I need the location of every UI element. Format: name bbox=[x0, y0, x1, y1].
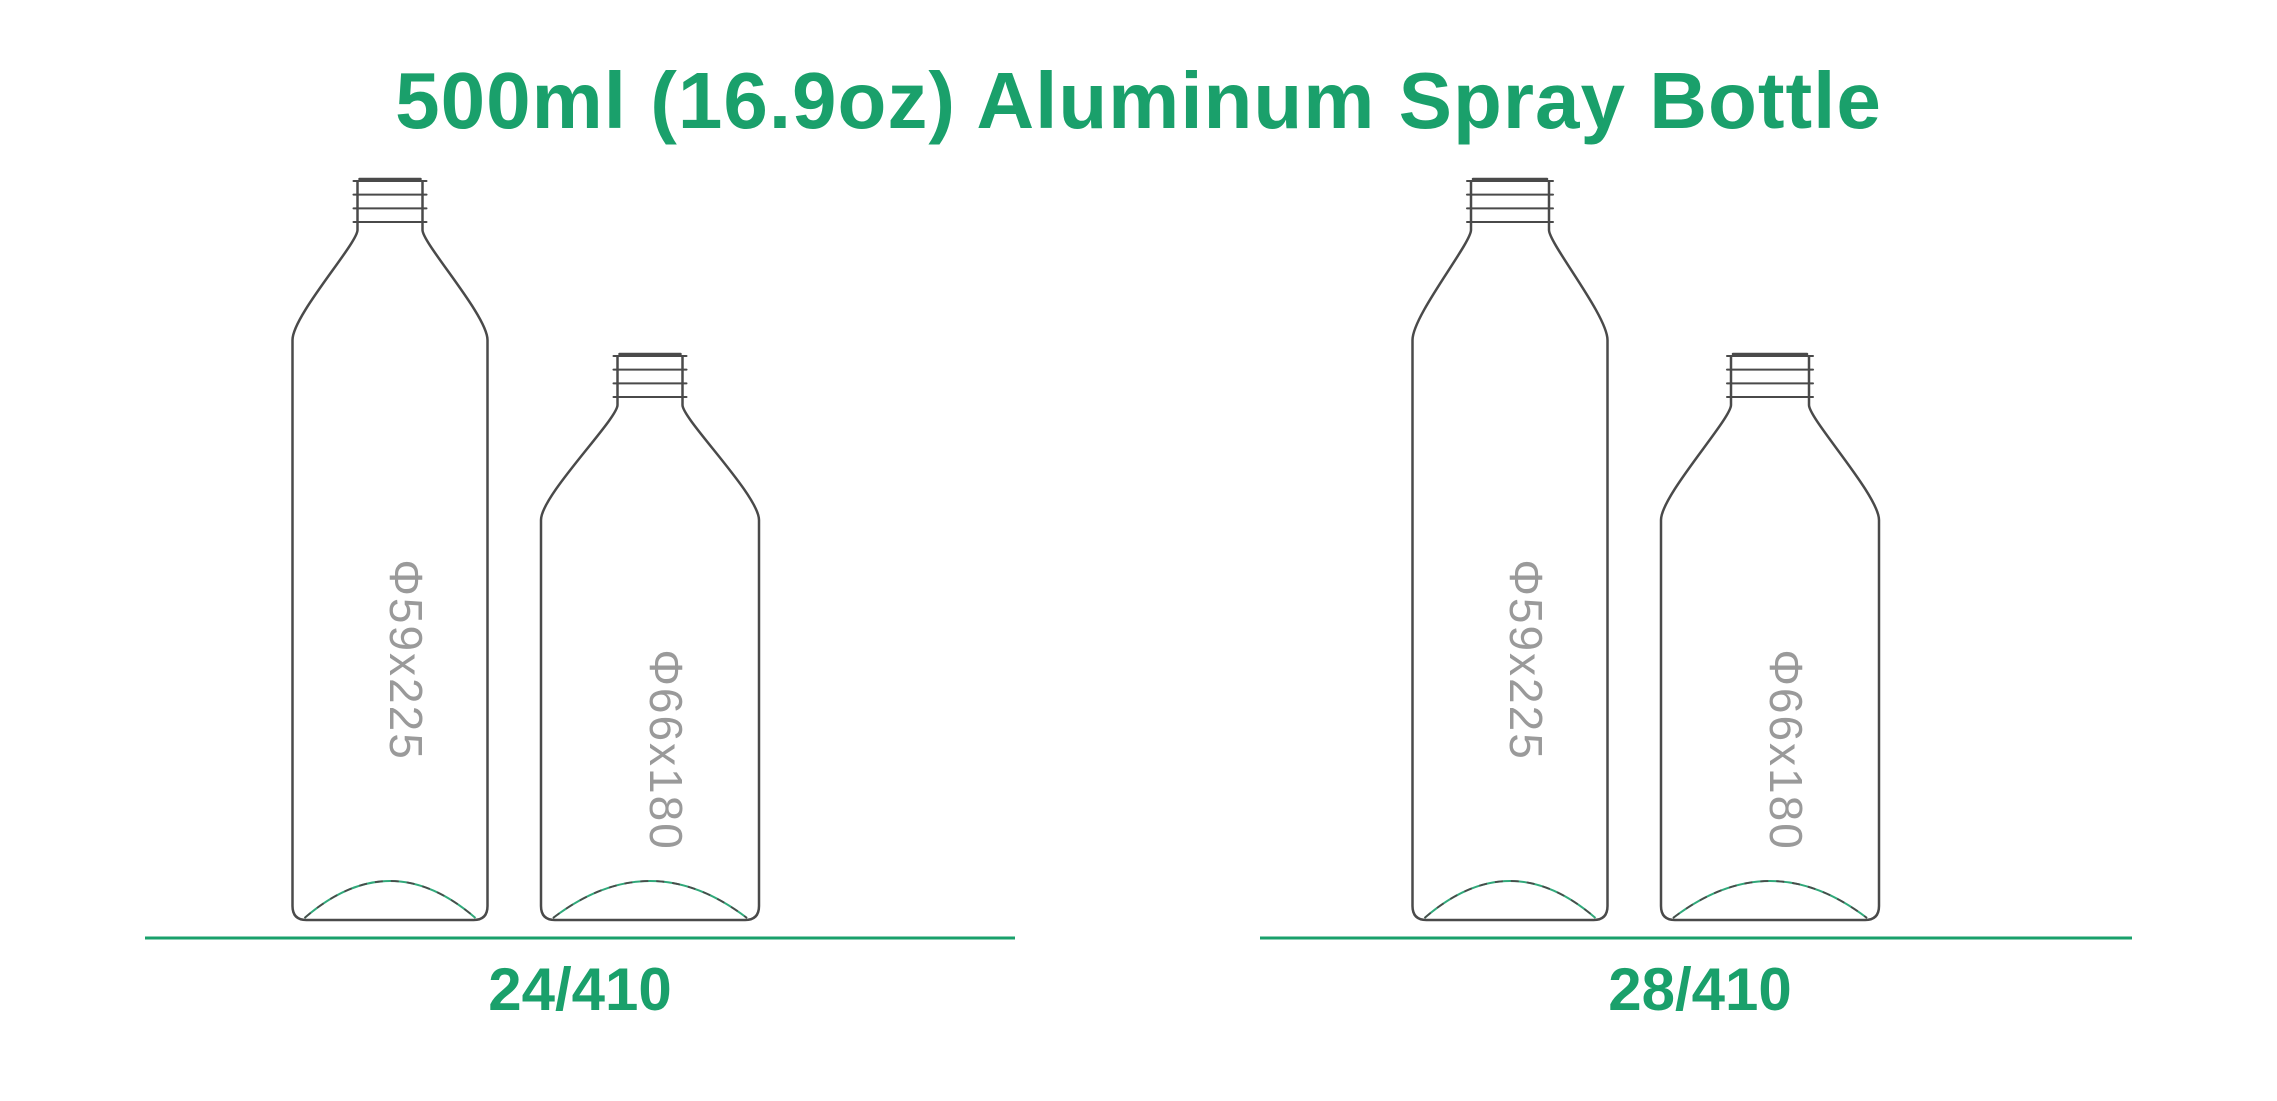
bottle-dimension-label: Φ59x225 bbox=[1500, 559, 1552, 761]
bottle-canvas: Φ59x225 Φ66x180 Φ59x225 Φ66x180 bbox=[0, 0, 2277, 1101]
bottle-base-arc-accent bbox=[305, 881, 476, 918]
page-root: 500ml (16.9oz) Aluminum Spray Bottle Φ59… bbox=[0, 0, 2277, 1101]
bottle-base-arc-dashed bbox=[553, 881, 747, 918]
bottle-dimension-label: Φ66x180 bbox=[1760, 649, 1812, 851]
bottle-dimension-label: Φ59x225 bbox=[380, 559, 432, 761]
bottle-dimension-label: Φ66x180 bbox=[640, 649, 692, 851]
bottle-base-arc-dashed bbox=[1673, 881, 1867, 918]
group-neck-size-label: 24/410 bbox=[380, 955, 780, 1024]
bottle-base-arc-accent bbox=[1425, 881, 1596, 918]
group-neck-size-label: 28/410 bbox=[1500, 955, 1900, 1024]
